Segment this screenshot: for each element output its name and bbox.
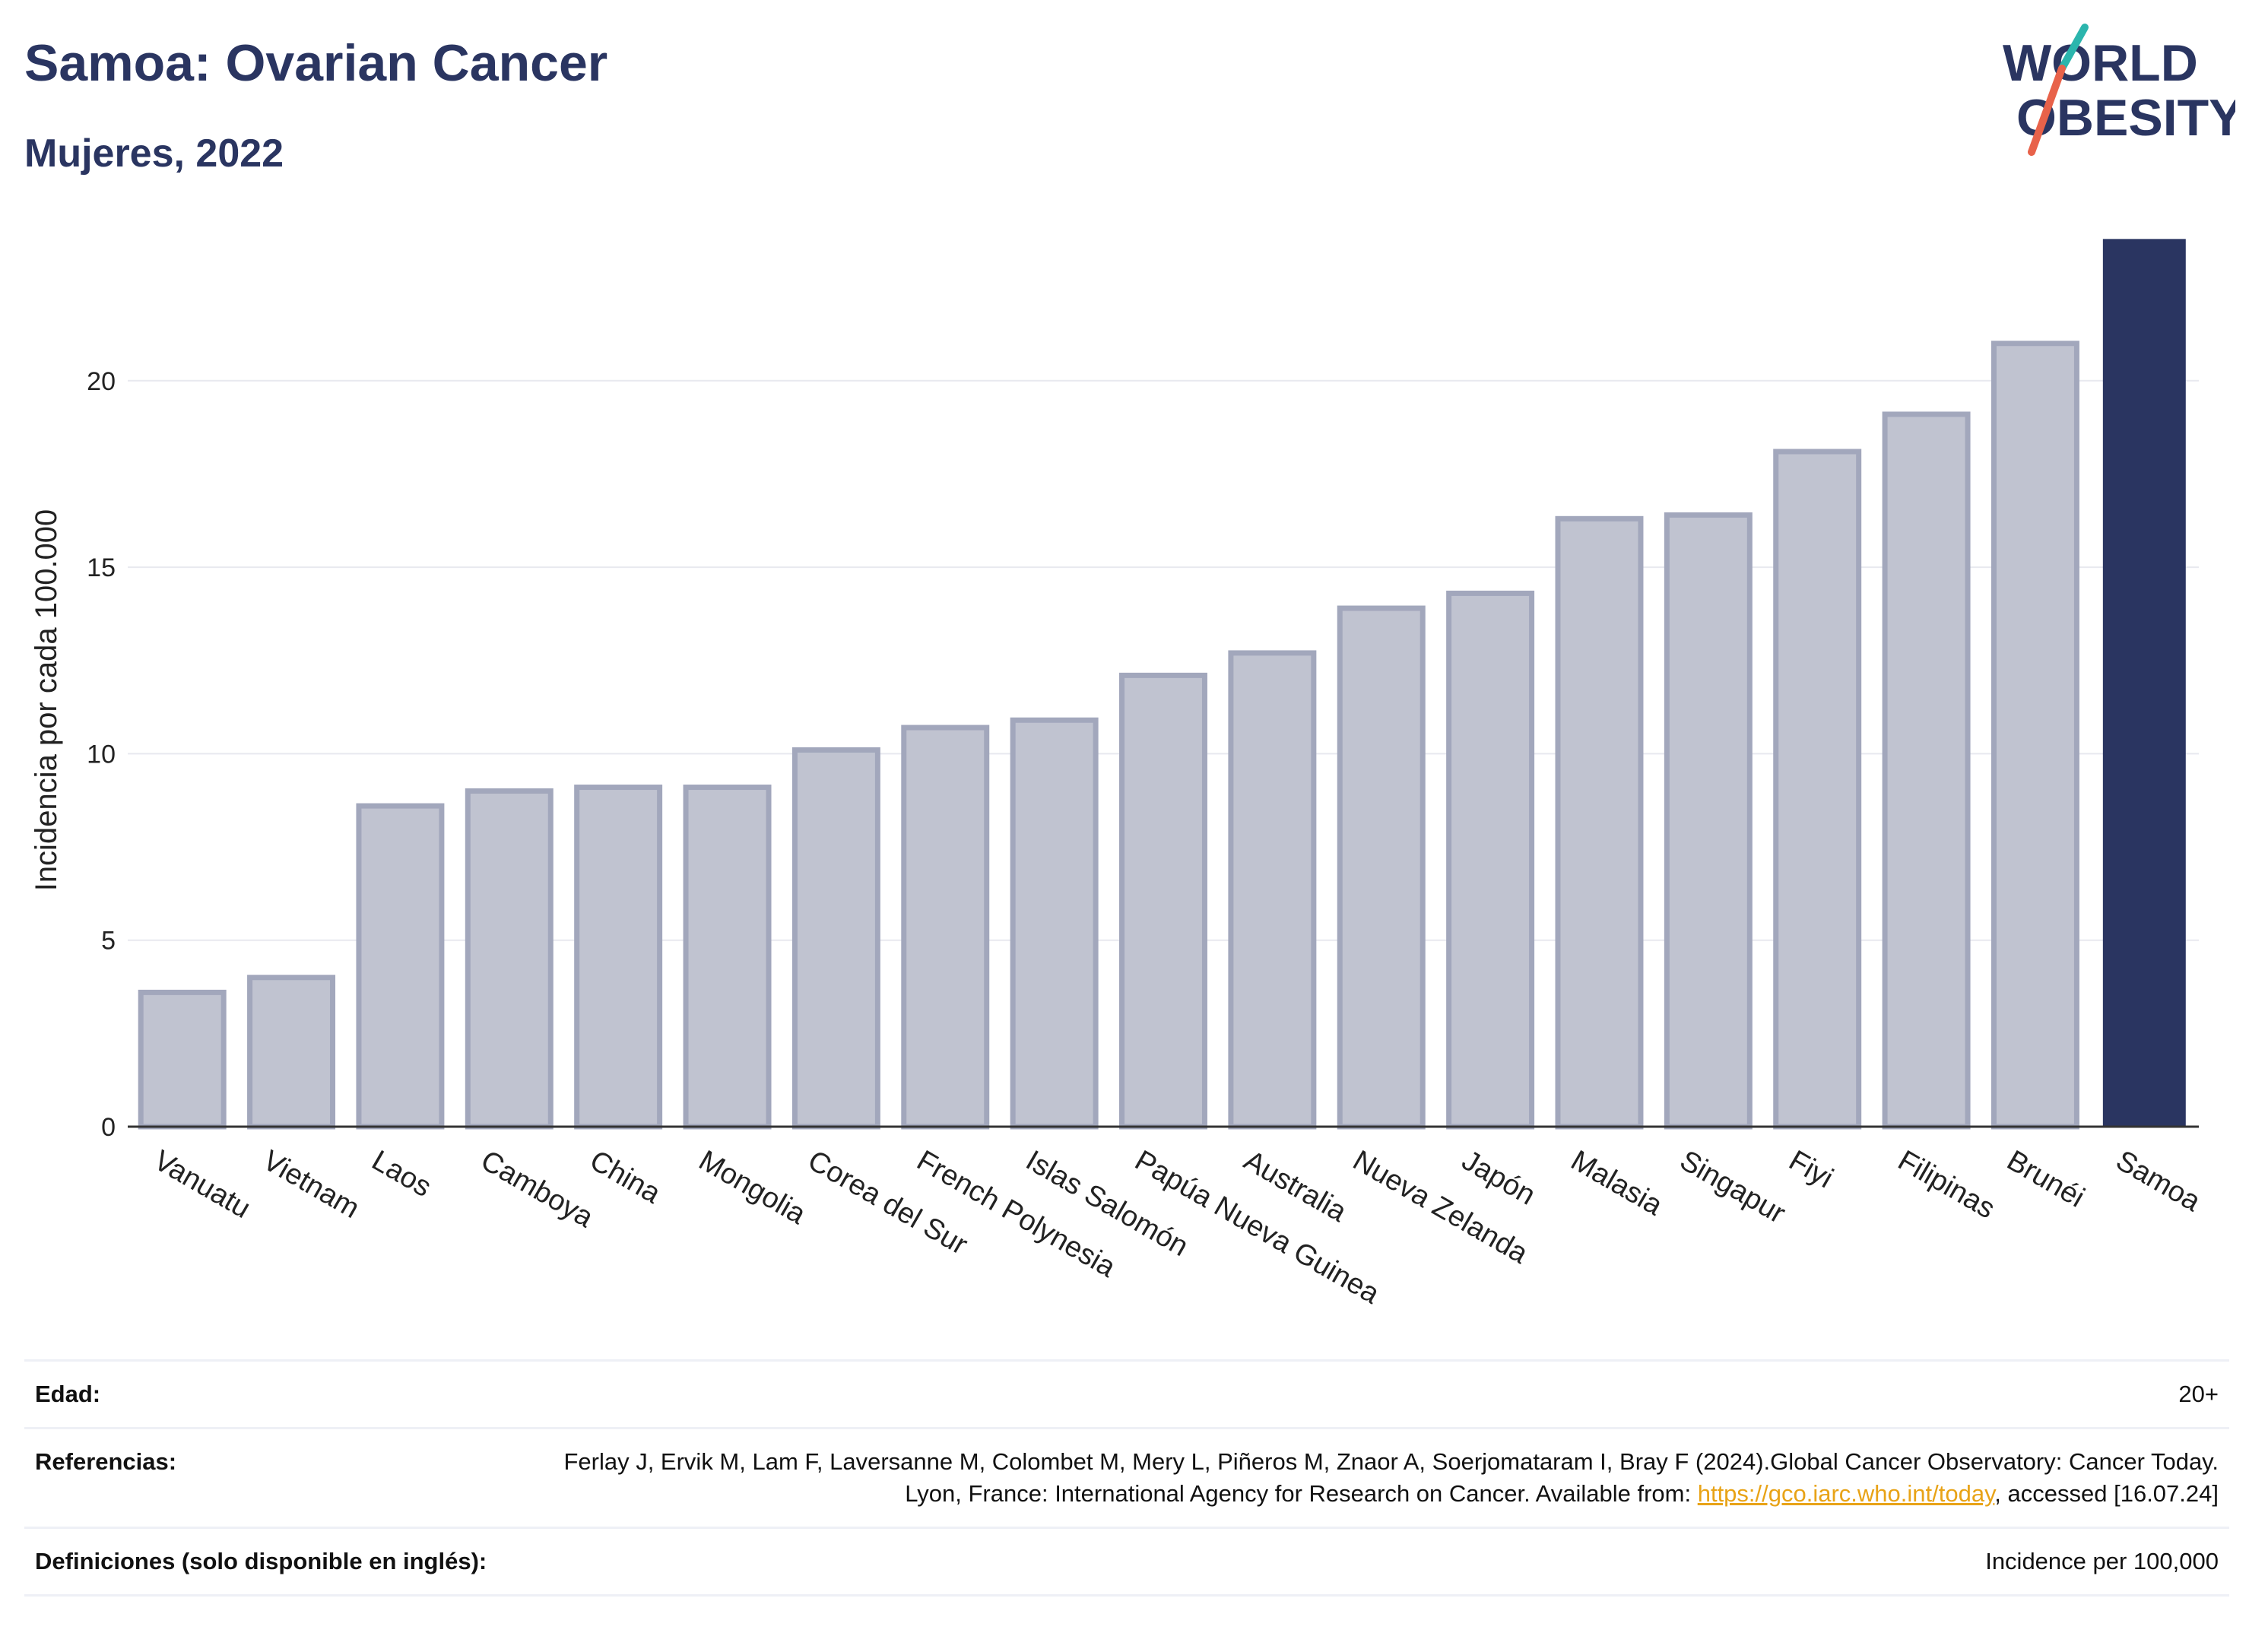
world-obesity-logo: WORLD OBESITY	[2003, 24, 2235, 156]
x-tick-label: Filipinas	[1892, 1144, 2000, 1225]
y-tick-label: 10	[87, 740, 116, 769]
bar-fiyi	[1773, 449, 1862, 1130]
x-tick-label: Mongolia	[693, 1144, 811, 1231]
x-tick-label: Camboya	[475, 1144, 599, 1234]
definitions-value: Incidence per 100,000	[1985, 1548, 2219, 1574]
bar-vietnam	[247, 975, 336, 1130]
x-tick-label: Fiyi	[1784, 1144, 1838, 1194]
bar-samoa	[2102, 239, 2186, 1127]
bar-islas-salom-n	[1010, 717, 1099, 1130]
bar-vanuatu	[138, 989, 227, 1130]
bar-laos	[356, 803, 445, 1130]
meta-row-references: Referencias: Ferlay J, Ervik M, Lam F, L…	[24, 1429, 2229, 1529]
references-label: Referencias:	[35, 1448, 177, 1475]
bar-mongolia	[683, 785, 772, 1130]
x-tick-label: Malasia	[1565, 1144, 1668, 1222]
bar-brun-i	[1990, 341, 2079, 1130]
x-tick-label: Brunéi	[2001, 1144, 2089, 1213]
bar-filipinas	[1882, 411, 1971, 1130]
meta-row-definitions: Definiciones (solo disponible en inglés)…	[24, 1529, 2229, 1597]
metadata-table: Edad: 20+ Referencias: Ferlay J, Ervik M…	[24, 1359, 2229, 1597]
meta-row-age: Edad: 20+	[24, 1362, 2229, 1429]
references-accessed: , accessed [16.07.24]	[1994, 1480, 2219, 1507]
references-link[interactable]: https://gco.iarc.who.int/today	[1697, 1480, 1995, 1507]
x-tick-label: Japón	[1457, 1144, 1541, 1211]
references-value: Ferlay J, Ervik M, Lam F, Laversanne M, …	[535, 1429, 2229, 1527]
age-label: Edad:	[35, 1381, 101, 1407]
bar-australia	[1228, 650, 1317, 1130]
bar-pap-a-nueva-guinea	[1119, 672, 1207, 1130]
bar-nueva-zelanda	[1337, 605, 1426, 1130]
y-tick-label: 15	[87, 553, 116, 582]
references-text: Ferlay J, Ervik M, Lam F, Laversanne M, …	[563, 1448, 2219, 1507]
bar-corea-del-sur	[791, 747, 880, 1130]
x-tick-label: Vietnam	[258, 1144, 365, 1225]
bar-french-polynesia	[901, 725, 990, 1130]
chart-title: Samoa: Ovarian Cancer	[24, 34, 608, 92]
x-tick-label: French Polynesia	[912, 1144, 1121, 1284]
y-tick-label: 0	[101, 1113, 116, 1142]
bar-singapur	[1664, 512, 1753, 1130]
y-axis-label: Incidencia por cada 100.000	[30, 509, 63, 892]
x-tick-label: Singapur	[1674, 1144, 1791, 1230]
chart-subtitle: Mujeres, 2022	[24, 132, 284, 176]
x-tick-label: Vanuatu	[148, 1144, 255, 1225]
x-tick-label: China	[585, 1144, 667, 1210]
bar-jap-n	[1446, 590, 1535, 1130]
bar-camboya	[465, 788, 554, 1130]
bar-chart: 0 5 10 15 20 Incidencia por cada 100.000 Vanua…	[30, 239, 2206, 1311]
x-tick-label: Laos	[366, 1144, 436, 1203]
logo-slash-coral	[2028, 65, 2066, 156]
logo-slash-teal	[2058, 24, 2089, 72]
bar-malasia	[1555, 515, 1644, 1130]
y-tick-label: 20	[87, 367, 116, 396]
y-tick-label: 5	[101, 927, 116, 956]
bar-china	[574, 785, 663, 1130]
x-tick-label: Samoa	[2111, 1144, 2206, 1218]
age-value: 20+	[2178, 1381, 2219, 1407]
definitions-label: Definiciones (solo disponible en inglés)…	[35, 1548, 487, 1574]
logo-text-world: WORLD	[2003, 34, 2198, 92]
